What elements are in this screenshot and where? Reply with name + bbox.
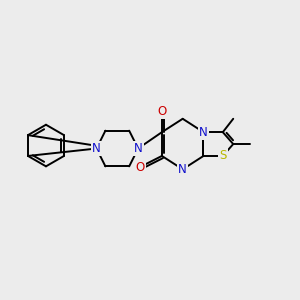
Text: N: N [178, 163, 187, 176]
Text: S: S [219, 149, 226, 162]
Text: O: O [157, 105, 167, 118]
Text: N: N [199, 126, 208, 139]
Text: N: N [134, 142, 142, 155]
Text: O: O [135, 161, 144, 174]
Text: N: N [92, 142, 101, 155]
